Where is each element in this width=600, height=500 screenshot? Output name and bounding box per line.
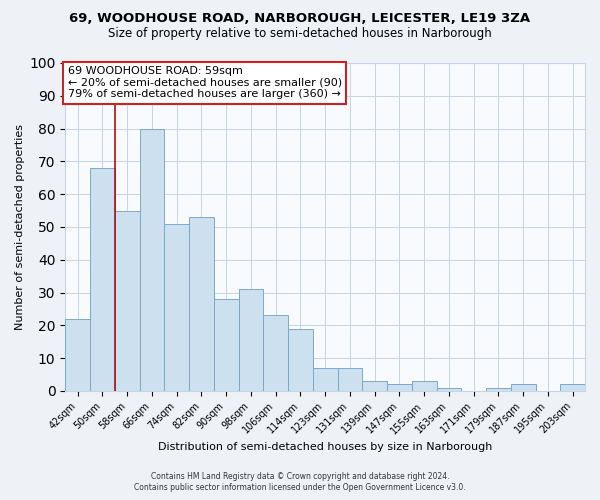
Bar [90, 168, 115, 391]
Bar [412, 381, 437, 391]
Text: Contains HM Land Registry data © Crown copyright and database right 2024.
Contai: Contains HM Land Registry data © Crown c… [134, 472, 466, 492]
Bar [338, 368, 362, 391]
Bar [387, 384, 412, 391]
Text: 69, WOODHOUSE ROAD, NARBOROUGH, LEICESTER, LE19 3ZA: 69, WOODHOUSE ROAD, NARBOROUGH, LEICESTE… [70, 12, 530, 26]
Bar [140, 128, 164, 391]
Bar [437, 388, 461, 391]
Bar [288, 328, 313, 391]
Bar [263, 316, 288, 391]
Bar [214, 299, 239, 391]
Bar [486, 388, 511, 391]
Bar [115, 210, 140, 391]
Bar [239, 290, 263, 391]
Bar [164, 224, 189, 391]
Bar [511, 384, 536, 391]
Text: Size of property relative to semi-detached houses in Narborough: Size of property relative to semi-detach… [108, 28, 492, 40]
Bar [560, 384, 585, 391]
Bar [65, 319, 90, 391]
Y-axis label: Number of semi-detached properties: Number of semi-detached properties [15, 124, 25, 330]
Text: 69 WOODHOUSE ROAD: 59sqm
← 20% of semi-detached houses are smaller (90)
79% of s: 69 WOODHOUSE ROAD: 59sqm ← 20% of semi-d… [68, 66, 342, 100]
X-axis label: Distribution of semi-detached houses by size in Narborough: Distribution of semi-detached houses by … [158, 442, 493, 452]
Bar [313, 368, 338, 391]
Bar [189, 217, 214, 391]
Bar [362, 381, 387, 391]
